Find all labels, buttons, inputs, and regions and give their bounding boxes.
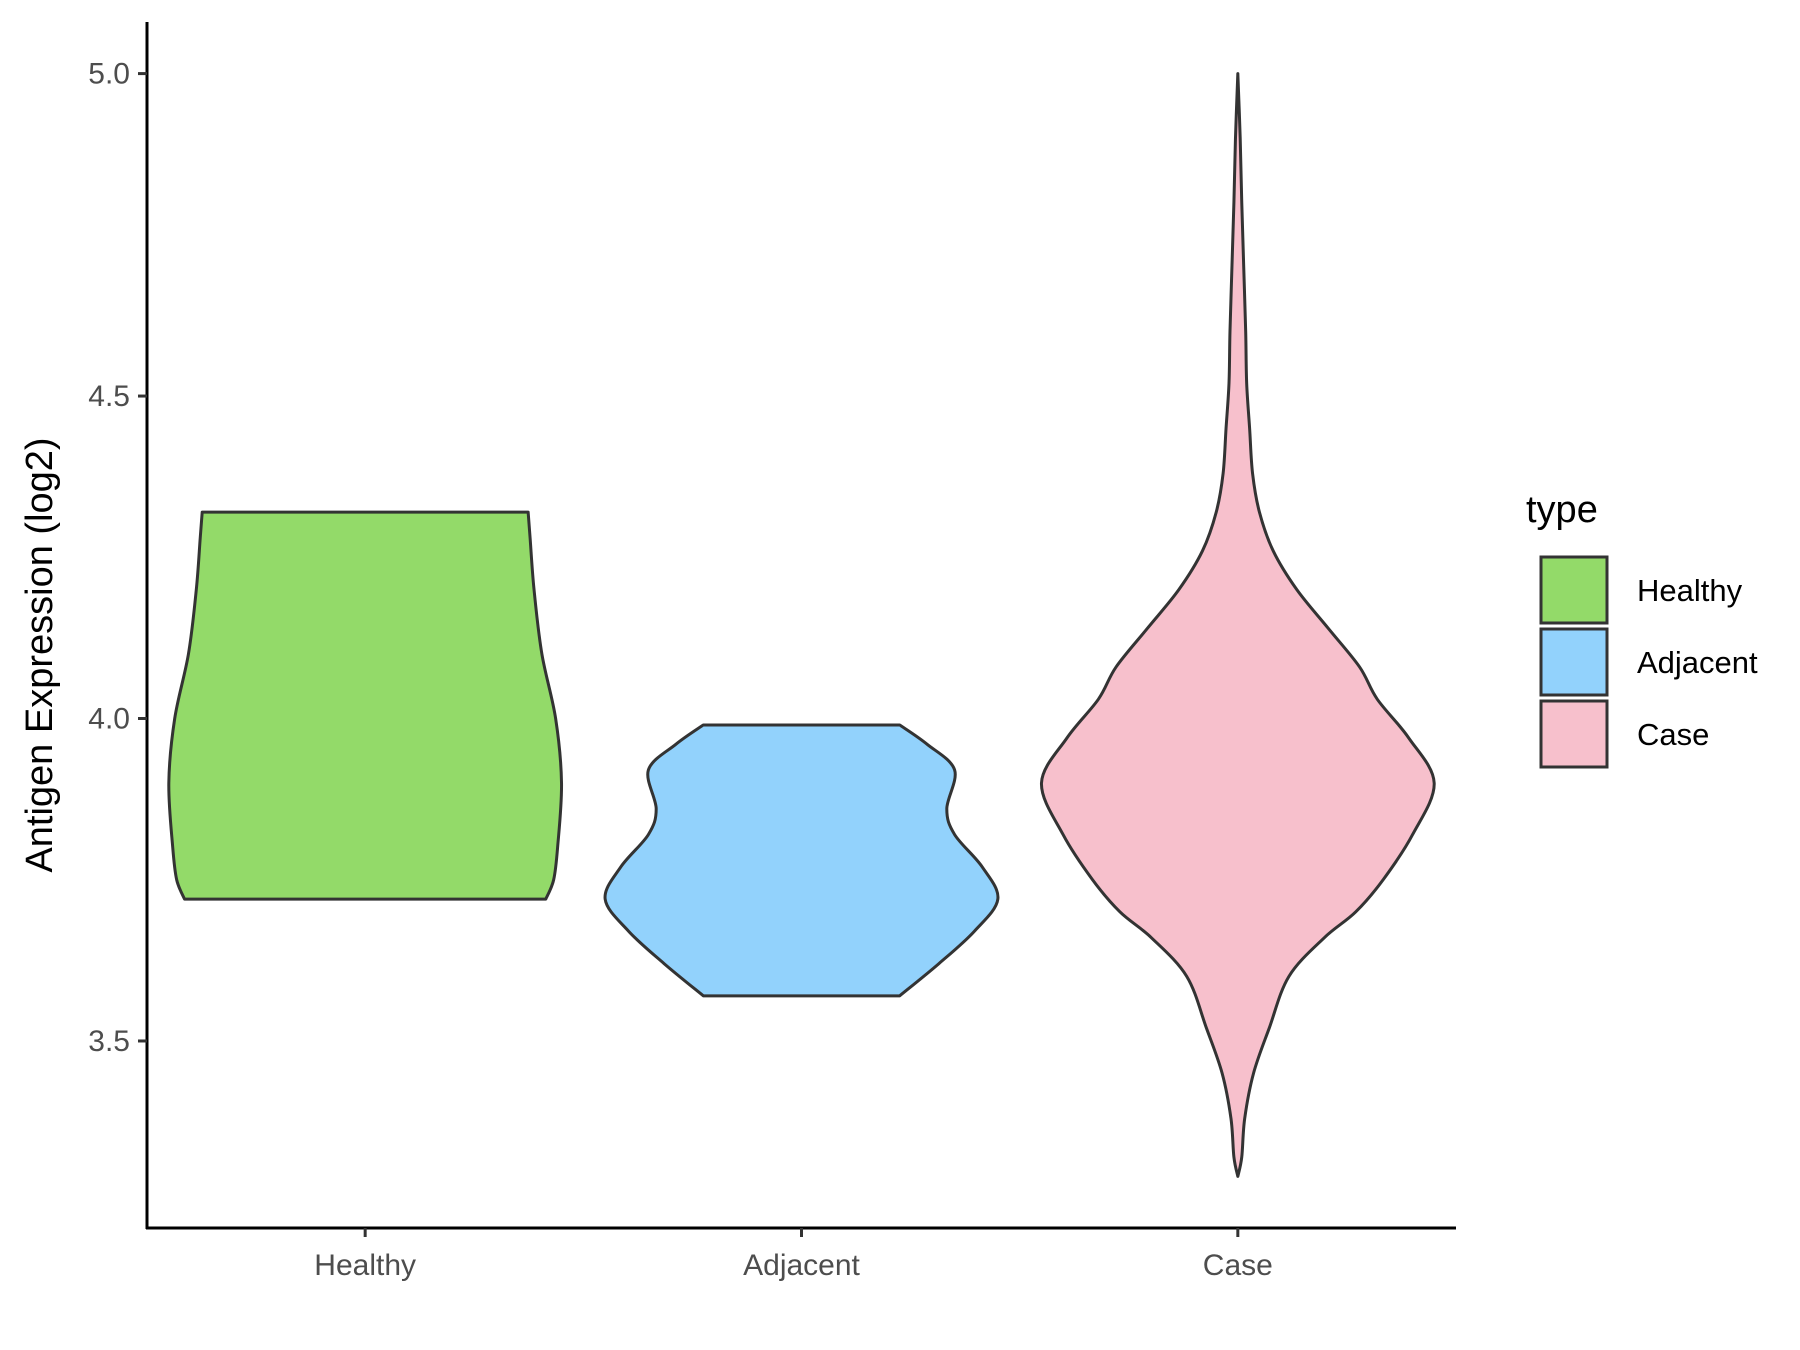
legend-label: Case (1637, 717, 1709, 752)
legend-label: Healthy (1637, 573, 1743, 608)
legend: type Healthy Adjacent Case (1526, 489, 1758, 769)
x-tick-label: Adjacent (743, 1249, 860, 1282)
legend-title: type (1526, 489, 1598, 531)
legend-key-case (1539, 699, 1609, 769)
violin-healthy (167, 510, 564, 901)
violin-case (1039, 72, 1436, 1178)
y-ticks: 3.5 4.0 4.5 5.0 (88, 58, 147, 1058)
legend-label: Adjacent (1637, 645, 1758, 680)
violin-group (167, 72, 1436, 1178)
y-tick-label: 5.0 (88, 58, 130, 91)
legend-key-healthy (1539, 555, 1609, 625)
legend-items: Healthy Adjacent Case (1539, 555, 1758, 769)
x-tick-label: Healthy (314, 1249, 416, 1282)
y-axis-title: Antigen Expression (log2) (19, 437, 61, 872)
violin-adjacent (603, 723, 1000, 998)
x-tick-label: Case (1203, 1249, 1273, 1282)
legend-key-adjacent (1539, 627, 1609, 697)
y-tick-label: 4.0 (88, 703, 130, 736)
y-tick-label: 3.5 (88, 1025, 130, 1058)
y-tick-label: 4.5 (88, 380, 130, 413)
x-ticks: Healthy Adjacent Case (314, 1228, 1273, 1282)
